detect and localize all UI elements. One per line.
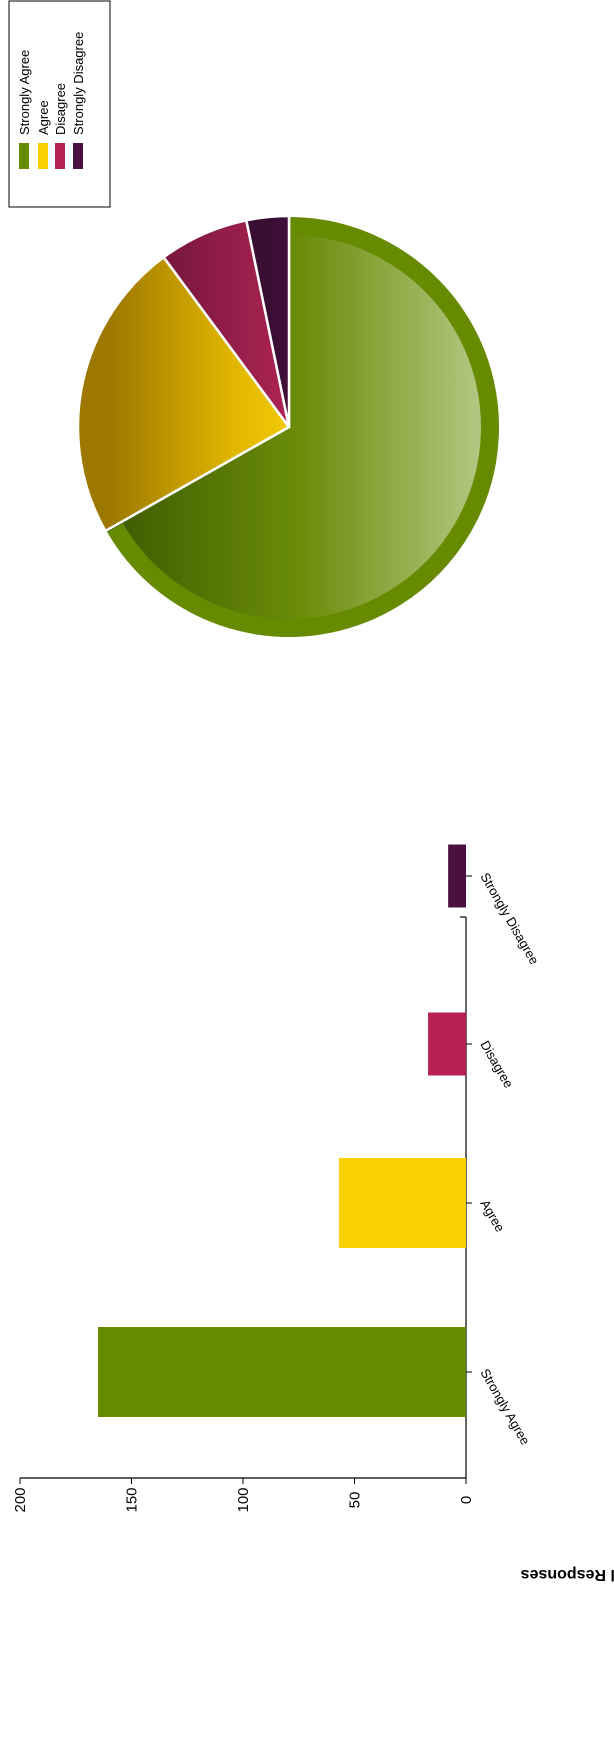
pie-slice-agree (76, 255, 291, 533)
x-tick-label-strongly-agree: Strongly Agree (477, 1366, 533, 1447)
y-tick-label: 50 (347, 1492, 364, 1509)
bar-disagree (428, 1012, 466, 1076)
bar-ticks: 0 50 100 150 200 (12, 875, 475, 1513)
pie-legend: Strongly Agree Agree Disagree Strongly Disa… (8, 0, 111, 208)
legend-swatch-agree (38, 143, 48, 169)
pie-slice-strongly-agree (103, 214, 502, 640)
bar-marks (98, 844, 467, 1417)
x-tick-label-disagree: Disagree (477, 1038, 516, 1091)
legend-swatch-strongly-disagree (73, 143, 83, 169)
legend-swatch-disagree (55, 143, 65, 169)
bar-chart: 0 50 100 150 200 Strongly Agree Agree Disagree… (12, 844, 614, 1583)
x-tick-label-agree: Agree (477, 1197, 507, 1235)
pie-slice-rim (107, 217, 499, 637)
y-tick-label: 200 (12, 1487, 29, 1512)
pie-slice-strongly-disagree (244, 214, 291, 428)
legend-box (8, 0, 111, 208)
bar-strongly-agree (98, 1327, 467, 1417)
pie-slices (76, 214, 502, 640)
bar-strongly-disagree (448, 844, 466, 908)
legend-items: Strongly Agree Agree Disagree Strongly Disa… (17, 32, 86, 169)
legend-label-strongly-disagree: Strongly Disagree (71, 32, 86, 135)
bar-labels: Strongly Agree Agree Disagree Strongly Disa… (477, 870, 542, 1447)
y-axis-label: Actual Responses (521, 1566, 614, 1583)
pie-chart (76, 214, 502, 640)
y-tick-label: 150 (124, 1487, 141, 1512)
bar-agree (338, 1158, 466, 1248)
x-tick-label-strongly-disagree: Strongly Disagree (477, 870, 542, 967)
legend-label-disagree: Disagree (53, 83, 68, 135)
y-tick-label: 0 (458, 1496, 475, 1504)
legend-label-agree: Agree (36, 100, 51, 135)
legend-swatch-strongly-agree (19, 143, 29, 169)
legend-label-strongly-agree: Strongly Agree (17, 50, 32, 135)
y-tick-label: 100 (235, 1487, 252, 1512)
